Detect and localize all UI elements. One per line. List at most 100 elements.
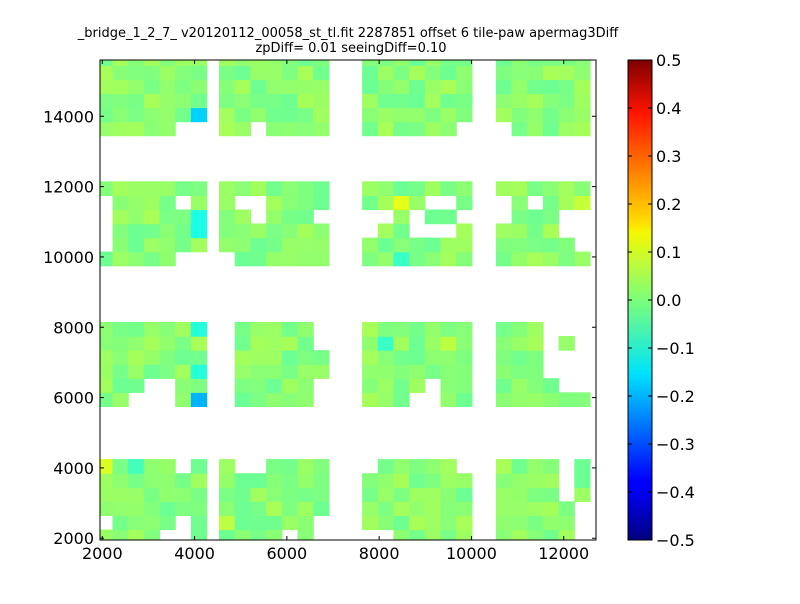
heatmap-cell (143, 237, 161, 253)
heatmap-cell (281, 195, 299, 211)
heatmap-cell (250, 251, 267, 267)
heatmap-cell (100, 364, 114, 379)
heatmap-cell (175, 487, 192, 502)
heatmap-cell (250, 336, 267, 351)
heatmap-cell (250, 181, 267, 196)
heatmap-cell (495, 515, 513, 531)
heatmap-cell (112, 392, 129, 407)
heatmap-cell (456, 322, 473, 337)
heatmap-cell (424, 60, 442, 66)
heatmap-cell (112, 60, 129, 66)
heatmap-cell (234, 529, 251, 540)
heatmap-cell (281, 459, 299, 474)
heatmap-cell (362, 181, 379, 196)
heatmap-cell (409, 487, 426, 502)
heatmap-cell (128, 487, 145, 502)
heatmap-cell (175, 79, 192, 94)
heatmap-cell (495, 251, 513, 267)
heatmap-cell (558, 121, 575, 137)
heatmap-cell (574, 93, 591, 109)
heatmap-cell (495, 501, 513, 516)
heatmap-cell (159, 181, 176, 196)
heatmap-cell (393, 223, 410, 239)
heatmap-cell (250, 93, 267, 109)
heatmap-cell (527, 181, 544, 196)
heatmap-cell (511, 107, 528, 123)
heatmap-cell (527, 60, 544, 66)
heatmap-cell (511, 65, 528, 80)
heatmap-cell (297, 392, 314, 407)
heatmap-cell (250, 65, 267, 80)
heatmap-cell (393, 459, 410, 474)
heatmap-cell (574, 473, 591, 488)
heatmap-cell (456, 65, 473, 80)
heatmap-cell (424, 350, 442, 365)
heatmap-cell (495, 181, 513, 196)
heatmap-cell (297, 93, 314, 109)
heatmap-cell (159, 350, 176, 365)
heatmap-cell (190, 181, 208, 196)
heatmap-cell (234, 473, 251, 488)
plot-frame (99, 59, 597, 541)
heatmap-cell (266, 121, 283, 137)
heatmap-cell (313, 473, 330, 488)
heatmap-cell (440, 529, 457, 540)
heatmap-cell (128, 60, 145, 66)
heatmap-cell (128, 501, 145, 516)
heatmap-cell (297, 60, 314, 66)
heatmap-cell (219, 121, 236, 137)
colorbar-tick-label: −0.4 (656, 483, 695, 502)
heatmap-cell (440, 350, 457, 365)
heatmap-cell (511, 378, 528, 393)
heatmap-cell (393, 209, 410, 225)
heatmap-cell (377, 501, 395, 516)
heatmap-cell (409, 181, 426, 196)
heatmap-cell (313, 79, 330, 94)
heatmap-cell (234, 223, 251, 239)
heatmap-cell (542, 181, 560, 196)
heatmap-cell (495, 473, 513, 488)
colorbar-tick-label: 0.2 (656, 195, 681, 214)
heatmap-cell (440, 251, 457, 267)
heatmap-cell (100, 392, 114, 407)
heatmap-cell (409, 350, 426, 365)
heatmap-cell (143, 515, 161, 531)
axis-ticks: 2000 4000 6000 8000 10000 12000 2000 4000 6000 80… (43, 60, 596, 563)
heatmap-cell (219, 107, 236, 123)
heatmap-cell (112, 350, 129, 365)
heatmap-cell (313, 223, 330, 239)
colorbar-tick-label: 0.3 (656, 147, 681, 166)
heatmap-cell (112, 195, 129, 211)
heatmap-cell (409, 121, 426, 137)
heatmap-cell (313, 350, 330, 365)
heatmap-cell (393, 237, 410, 253)
heatmap-cell (377, 79, 395, 94)
heatmap-cell (440, 237, 457, 253)
heatmap-cell (190, 459, 208, 474)
heatmap-cell (219, 65, 236, 80)
heatmap-cell (558, 60, 575, 66)
heatmap-cell (362, 473, 379, 488)
heatmap-cell (440, 336, 457, 351)
heatmap-cell (409, 459, 426, 474)
heatmap-cell (250, 378, 267, 393)
heatmap-cell (219, 515, 236, 531)
heatmap-cell (527, 93, 544, 109)
heatmap-cell (297, 65, 314, 80)
heatmap-cell (377, 60, 395, 66)
heatmap-cell (175, 322, 192, 337)
heatmap-cell (128, 65, 145, 80)
heatmap-cell (495, 392, 513, 407)
heatmap-cell (393, 107, 410, 123)
heatmap-cell (393, 60, 410, 66)
heatmap-cell (542, 209, 560, 225)
heatmap-cell (112, 65, 129, 80)
heatmap-cell (297, 195, 314, 211)
heatmap-cell (266, 392, 283, 407)
heatmap-cell (143, 251, 161, 267)
heatmap-cell (159, 107, 176, 123)
heatmap-cell (424, 237, 442, 253)
heatmap-cell (377, 121, 395, 137)
heatmap-cell (234, 65, 251, 80)
heatmap-cell (190, 107, 208, 123)
